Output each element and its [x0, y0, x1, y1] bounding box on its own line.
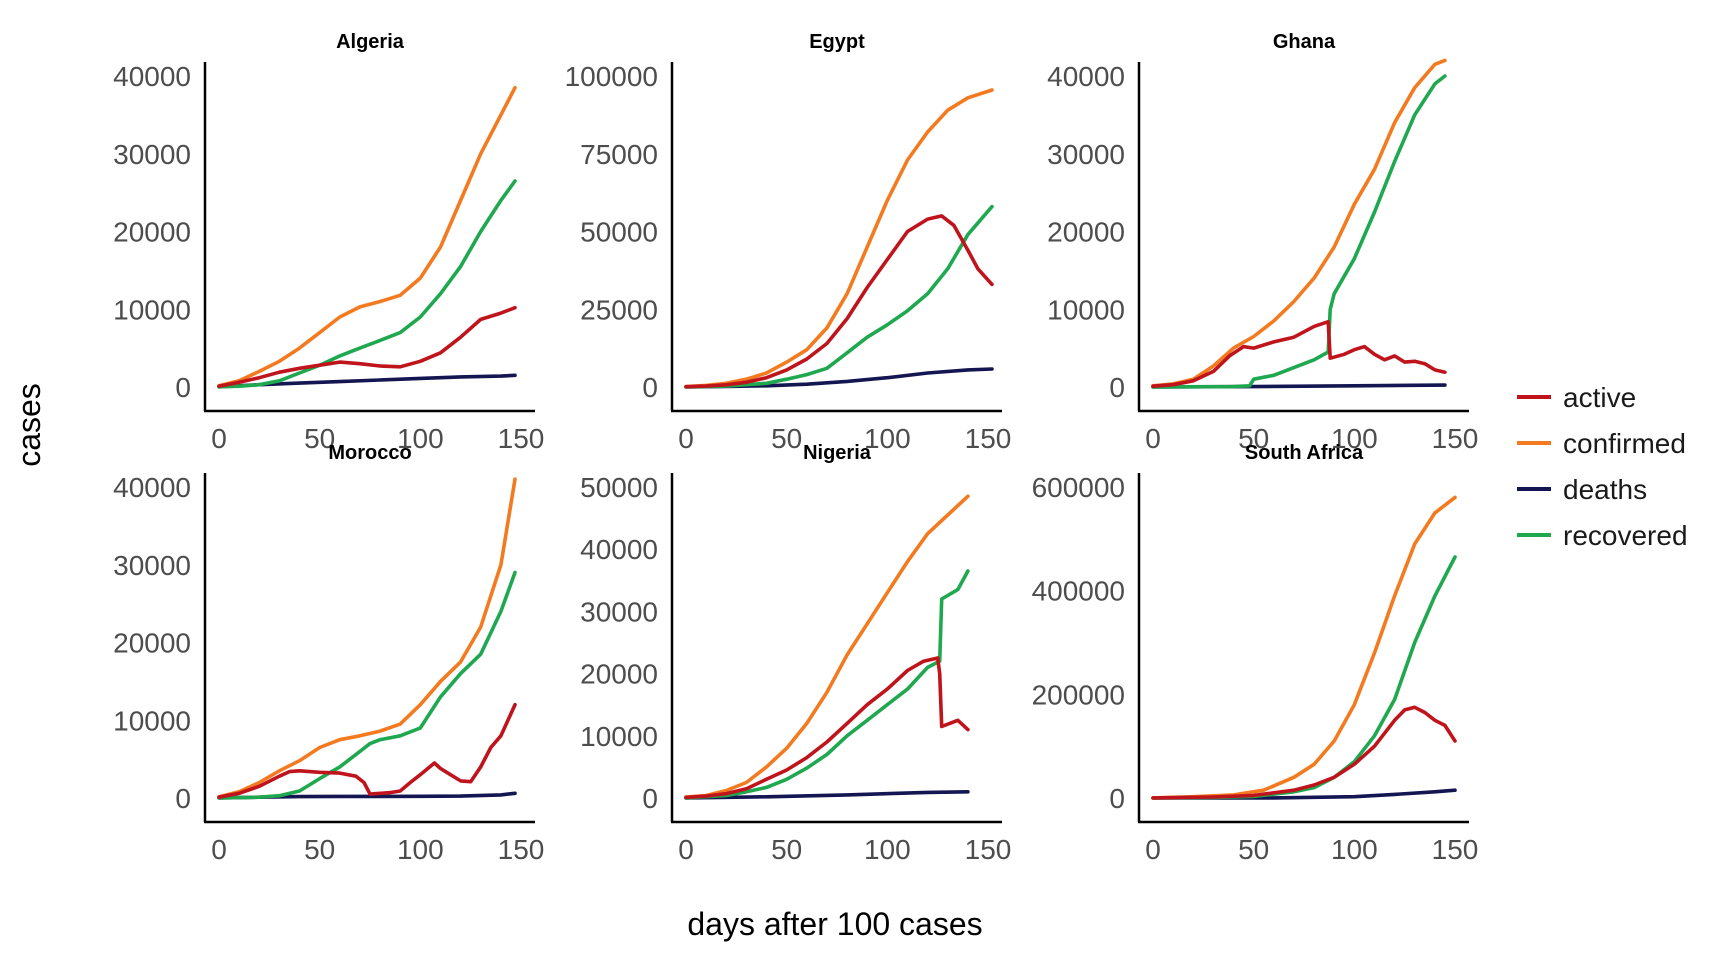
panel-morocco: Morocco 0 10000 20000 30000 40000 0 50 100 150	[113, 442, 544, 865]
y-tick-label: 30000	[1047, 139, 1125, 170]
y-tick-label: 20000	[113, 628, 191, 659]
x-tick-label: 150	[498, 834, 545, 865]
panel-title-nigeria: Nigeria	[803, 442, 872, 464]
series-line-deaths-algeria	[217, 373, 517, 389]
series-line-confirmed-algeria	[217, 85, 517, 388]
x-tick-label: 50	[771, 834, 802, 865]
series-line-recovered-ghana	[1151, 74, 1447, 389]
panel-title-algeria: Algeria	[336, 31, 405, 53]
x-tick-label: 100	[397, 423, 444, 454]
x-tick-label: 150	[498, 423, 545, 454]
legend-item-recovered: recovered	[1517, 520, 1688, 551]
x-tick-label: 100	[864, 423, 911, 454]
y-tick-label: 40000	[1047, 61, 1125, 92]
x-tick-label: 150	[1432, 834, 1479, 865]
panel-title-ghana: Ghana	[1273, 31, 1336, 53]
x-tick-label: 0	[211, 834, 227, 865]
y-tick-label: 0	[175, 783, 191, 814]
y-tick-label: 40000	[113, 472, 191, 503]
series-line-confirmed-ghana	[1151, 58, 1447, 388]
panel-nigeria: Nigeria 0 10000 20000 30000 40000 50000 0 50 100 1…	[580, 442, 1011, 865]
x-tick-label: 0	[678, 423, 694, 454]
x-axis-title: days after 100 cases	[687, 906, 982, 942]
y-tick-label: 400000	[1032, 576, 1125, 607]
y-tick-label: 50000	[580, 472, 658, 503]
panel-south-africa: South Africa 0 200000 400000 600000 0 50 100 150	[1032, 442, 1479, 865]
legend-item-active: active	[1517, 382, 1636, 413]
series-line-deaths-nigeria	[684, 790, 970, 800]
y-tick-label: 0	[175, 372, 191, 403]
series-line-active-egypt	[684, 214, 994, 389]
series-line-confirmed-nigeria	[684, 494, 970, 799]
x-tick-label: 50	[304, 423, 335, 454]
x-tick-label: 100	[1331, 834, 1378, 865]
series-line-recovered-nigeria	[684, 569, 970, 800]
x-tick-label: 0	[1145, 834, 1161, 865]
legend-label-confirmed: confirmed	[1563, 428, 1686, 459]
y-tick-label: 10000	[580, 721, 658, 752]
y-tick-label: 20000	[580, 659, 658, 690]
y-tick-label: 0	[1109, 783, 1125, 814]
y-tick-label: 20000	[1047, 217, 1125, 248]
series-line-confirmed-south-africa	[1151, 495, 1457, 800]
y-tick-label: 20000	[113, 217, 191, 248]
x-tick-label: 0	[678, 834, 694, 865]
x-tick-label: 50	[304, 834, 335, 865]
y-tick-label: 10000	[113, 705, 191, 736]
x-tick-label: 100	[1331, 423, 1378, 454]
series-line-active-algeria	[217, 305, 517, 388]
series-line-recovered-egypt	[684, 204, 994, 389]
series-line-confirmed-egypt	[684, 88, 994, 389]
y-tick-label: 40000	[113, 61, 191, 92]
y-tick-label: 25000	[580, 294, 658, 325]
y-tick-label: 0	[642, 783, 658, 814]
legend-label-active: active	[1563, 382, 1636, 413]
y-tick-label: 75000	[580, 139, 658, 170]
y-tick-label: 50000	[580, 217, 658, 248]
x-tick-label: 50	[771, 423, 802, 454]
y-tick-label: 30000	[580, 596, 658, 627]
series-line-active-south-africa	[1151, 705, 1457, 800]
series-line-confirmed-morocco	[217, 477, 517, 799]
y-axis-title: cases	[11, 383, 47, 467]
x-tick-label: 50	[1238, 423, 1269, 454]
y-tick-label: 200000	[1032, 679, 1125, 710]
series-line-active-ghana	[1151, 319, 1447, 388]
y-tick-label: 30000	[113, 550, 191, 581]
y-tick-label: 600000	[1032, 472, 1125, 503]
x-tick-label: 100	[397, 834, 444, 865]
series-line-recovered-morocco	[217, 570, 517, 800]
panel-title-south-africa: South Africa	[1245, 442, 1364, 464]
legend-item-confirmed: confirmed	[1517, 428, 1686, 459]
series-line-recovered-algeria	[217, 179, 517, 389]
series-line-active-nigeria	[684, 656, 970, 800]
y-tick-label: 10000	[113, 294, 191, 325]
panel-egypt: Egypt 0 25000 50000 75000 100000 0 50 100 150	[565, 31, 1012, 454]
legend: active confirmed deaths recovered	[1517, 382, 1688, 551]
x-tick-label: 50	[1238, 834, 1269, 865]
x-tick-label: 100	[864, 834, 911, 865]
y-tick-label: 100000	[565, 61, 658, 92]
x-tick-label: 0	[1145, 423, 1161, 454]
y-tick-label: 10000	[1047, 294, 1125, 325]
x-tick-label: 150	[965, 423, 1012, 454]
x-tick-label: 0	[211, 423, 227, 454]
series-line-active-morocco	[217, 702, 517, 799]
panel-ghana: Ghana 0 10000 20000 30000 40000 0 50 100 150	[1047, 31, 1478, 454]
y-tick-label: 40000	[580, 534, 658, 565]
legend-item-deaths: deaths	[1517, 474, 1647, 505]
panel-title-morocco: Morocco	[328, 442, 411, 464]
panel-title-egypt: Egypt	[809, 31, 865, 53]
y-tick-label: 0	[1109, 372, 1125, 403]
legend-label-deaths: deaths	[1563, 474, 1647, 505]
x-tick-label: 150	[1432, 423, 1479, 454]
series-line-recovered-south-africa	[1151, 555, 1457, 800]
y-tick-label: 0	[642, 372, 658, 403]
x-tick-label: 150	[965, 834, 1012, 865]
panel-algeria: Algeria 0 10000 20000 30000 40000 0 50 100 150	[113, 31, 544, 454]
y-tick-label: 30000	[113, 139, 191, 170]
legend-label-recovered: recovered	[1563, 520, 1688, 551]
